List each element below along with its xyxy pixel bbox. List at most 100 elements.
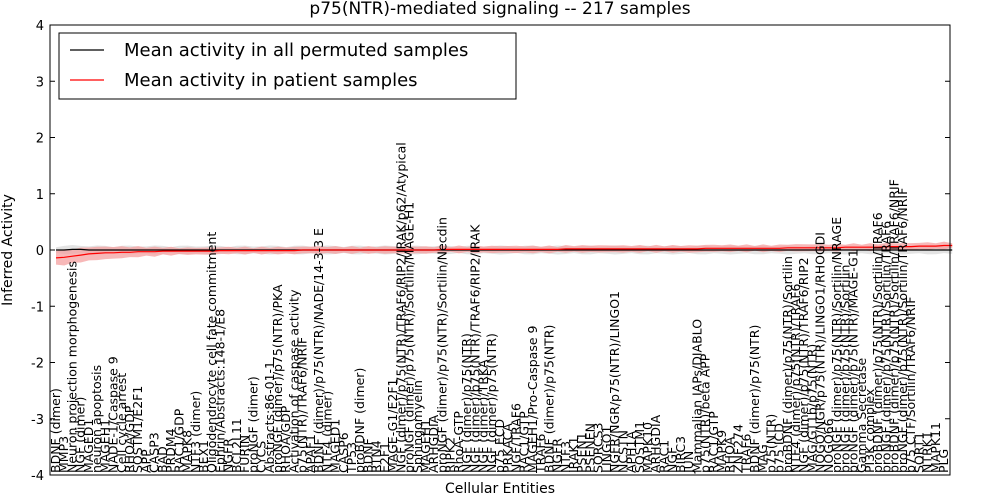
- x-tick-label: neuron apoptosis: [89, 365, 104, 473]
- x-tick-label: proBDNF (dimer)/p75(NTR)/Sortilin/TRAF6: [870, 212, 885, 473]
- y-tick-label: 3: [36, 75, 44, 90]
- x-tick-label: LINGO1: [599, 426, 614, 473]
- x-tick-label: Cell cycle arrest: [114, 373, 129, 473]
- patient-band: [56, 241, 953, 266]
- x-tick-label: p75(NTR): [763, 414, 778, 473]
- x-tick-label: proNGF (dimer)/p75(NTR)/PKA: [270, 284, 285, 473]
- chart-title: p75(NTR)-mediated signaling -- 217 sampl…: [309, 0, 690, 19]
- x-tick-label: MAGEH1/Pro-Caspase 9: [525, 325, 540, 473]
- x-tick-label: PLG: [936, 449, 951, 473]
- x-tick-label: MAGEH1: [97, 419, 112, 473]
- x-tick-label: RIPK2: [443, 437, 458, 473]
- x-tick-label: TRAF6: [533, 433, 548, 474]
- x-tick-label: BDNF: [360, 438, 375, 473]
- x-tick-label: BDNF (dimer)/p75(NTR): [747, 325, 762, 473]
- x-tick-label: NGF (dimer)/p75(NTR)/TRAF6/RIP2/IRAK: [467, 224, 482, 473]
- x-tick-label: BIRC3: [673, 436, 688, 473]
- x-tick-label: p75(NTR)/beta APP: [698, 353, 713, 473]
- x-tick-label: proNGF (dimer)/p75(NTR)/Sortilin: [837, 265, 852, 473]
- y-tick-label: 0: [36, 244, 44, 259]
- x-tick-label: RAC1/GTP: [517, 411, 532, 473]
- x-tick-label: FURIN: [237, 435, 252, 473]
- x-tick-label: proNGF (dimer)/p75(NTR)/MAGE-G1: [846, 249, 861, 473]
- x-tick-label: ARHGDIA: [648, 414, 663, 473]
- x-tick-label: NGFR: [221, 438, 236, 473]
- x-tick-label: RAC1/GTP: [706, 411, 721, 473]
- x-tick-label: RHOA: [722, 436, 737, 473]
- x-axis-label: Cellular Entities: [445, 481, 555, 497]
- x-tick-label: NTF3 (dimer): [188, 391, 203, 473]
- x-tick-label: Neuron projection morphogenesis: [64, 261, 79, 473]
- y-tick-label: 2: [36, 132, 44, 147]
- x-tick-label: proBDNF (dimer)/p75(NTR)/Sortilin: [780, 256, 795, 473]
- x-tick-label: MAPK8: [180, 430, 195, 473]
- x-tick-label: proBDNF (dimer)/p75(NTR)/Sortilin/TRAF6/…: [887, 179, 902, 473]
- y-tick-label: -1: [31, 300, 44, 315]
- x-tick-label: MAGED1: [328, 419, 343, 473]
- x-tick-label: NGF: [665, 447, 680, 473]
- x-tick-label: APP: [138, 449, 153, 473]
- x-tick-label: NGF (dimer)/p75(NTR)/TRAF6/RIP2: [796, 257, 811, 473]
- x-tick-label: JUN: [681, 451, 696, 474]
- x-tick-label: SORCS3: [591, 423, 606, 473]
- x-tick-label: BDNF (dimer): [48, 388, 63, 473]
- x-tick-label: NGF (dimer)/p75(NTR): [484, 333, 499, 473]
- x-tick-label: MAPK9: [714, 430, 729, 473]
- y-tick-label: 4: [36, 19, 44, 34]
- x-tick-label: NTF3: [558, 441, 573, 473]
- x-tick-label: NTF4 (dimer): [319, 391, 334, 473]
- x-tick-label: PRKACA: [500, 423, 515, 473]
- x-tick-label: NADE-1/Caspase 9: [106, 356, 121, 473]
- x-tick-label: NTRK1: [920, 431, 935, 473]
- x-tick-label: proNGF (dimer): [245, 376, 260, 473]
- series-line-patient: [55, 244, 953, 259]
- x-tick-label: BEX1: [196, 440, 211, 473]
- x-tick-label: PSENEN: [582, 423, 597, 473]
- x-tick-label: NGF (dimer)/p75(NTR): [459, 333, 474, 473]
- x-tick-label: p75 ICD: [772, 423, 787, 473]
- x-tick-label: proNGF (dimer)/p75(NTR)/Sortilin/NRAGE: [829, 217, 844, 473]
- x-tick-label: Activation of caspase activity: [286, 289, 301, 473]
- x-tick-label: NOGO66: [821, 418, 836, 473]
- y-tick-label: -2: [31, 357, 44, 372]
- x-tick-label: NGF (dimer): [73, 397, 88, 473]
- x-tick-label: MAG: [755, 444, 770, 473]
- x-tick-label: p75 ECD: [492, 419, 507, 473]
- x-tick-label: NTF4 (dimer)/p75(NTR)/TRAF6: [788, 283, 803, 473]
- x-tick-label: MAGE-G1/E2F1: [385, 378, 400, 473]
- x-tick-label: CASP3: [147, 432, 162, 473]
- x-tick-label: p75(NTR)/TRAF6/NRIF: [295, 337, 310, 473]
- x-tick-label: RAC1: [656, 440, 671, 473]
- x-tick-label: NOGO/NGR/p75(NTR)/LINGO1/RHOGDI: [813, 232, 828, 473]
- y-tick-label: -3: [31, 413, 44, 428]
- y-tick-label: 1: [36, 188, 44, 203]
- x-tick-label: E2F1: [377, 442, 392, 473]
- x-tick-label: proNGF (dimer)/p75(NTR)/Sortilin/Necdin: [434, 217, 449, 473]
- x-tick-label: BCL2L11: [229, 418, 244, 473]
- x-tick-label: NGF (dimer)/TRKA: [476, 359, 491, 473]
- x-tick-label: NCSTN: [615, 430, 630, 473]
- legend: Mean activity in all permuted samples Me…: [58, 32, 517, 100]
- x-tick-label: NGF (dimer)/p75(NTR)/TRAF6/RIP2/IRAK/p62…: [393, 142, 408, 473]
- x-tick-label: Mammalian IAPs/DIABLO: [689, 319, 704, 473]
- x-tick-label: Gamma Secretase: [854, 358, 869, 473]
- x-tick-label: PRDM4: [163, 428, 178, 473]
- x-tick-label: proNGF (dimer)/p75(NTR)/Sortilin/TRAF6/N…: [895, 188, 910, 473]
- x-tick-label: RhoA-GTP: [451, 411, 466, 473]
- x-tick-label: MAGEH1: [418, 419, 433, 473]
- x-tick-label: SORT1: [911, 432, 926, 473]
- y-tick-label: -4: [31, 469, 44, 484]
- series-lines: [55, 244, 953, 259]
- x-tick-label: NGFR/NGR/p75(NTR)/LINGO1: [607, 291, 622, 473]
- x-tick-label: CASP6: [336, 432, 351, 473]
- x-tick-label: MAGED1: [81, 419, 96, 473]
- x-tick-label: SQSTM1: [632, 421, 647, 473]
- x-tick-label: MMP3: [56, 436, 71, 473]
- x-tick-label: RHOA/GDP: [278, 405, 293, 473]
- y-axis-label: Inferred Activity: [0, 194, 16, 306]
- x-tick-label: Oligodendrocyte cell fate commitment: [204, 232, 219, 473]
- x-tick-label: proNGF (dimer)/p75(NTR)/Sortilin/MAGE-H1: [402, 202, 417, 473]
- x-tick-label: PSEN1: [574, 432, 589, 473]
- x-tick-label: BAD: [155, 446, 170, 473]
- x-tick-label: SQSTM1/E2F1: [130, 386, 145, 473]
